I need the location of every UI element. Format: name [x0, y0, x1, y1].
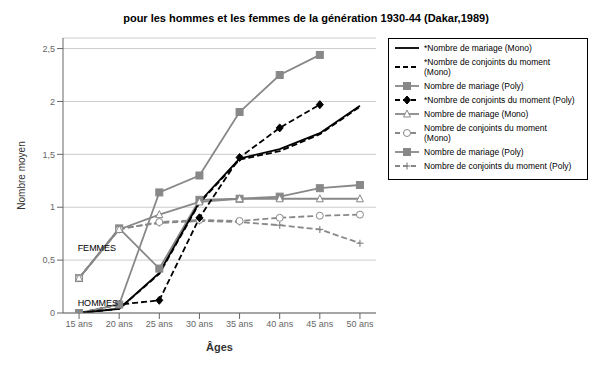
svg-text:40 ans: 40 ans	[266, 319, 294, 329]
svg-text:Âges: Âges	[206, 341, 233, 353]
svg-text:45 ans: 45 ans	[306, 319, 334, 329]
svg-text:HOMMES: HOMMES	[78, 298, 119, 308]
svg-text:0: 0	[50, 308, 55, 318]
svg-text:0,5: 0,5	[42, 255, 55, 265]
svg-text:1: 1	[50, 202, 55, 212]
svg-text:2: 2	[50, 97, 55, 107]
svg-text:Nombre moyen: Nombre moyen	[16, 141, 27, 209]
svg-text:35 ans: 35 ans	[226, 319, 254, 329]
svg-text:30 ans: 30 ans	[186, 319, 214, 329]
html-text:Nombre de conjoints du moment: Nombre de conjoints du moment (Poly)	[424, 161, 572, 171]
svg-text:20 ans: 20 ans	[106, 319, 134, 329]
html-text:*Nombre de mariage (Mono): *Nombre de mariage (Mono)	[424, 43, 532, 53]
html-text:Nombre de mariage (Mono): Nombre de mariage (Mono)	[424, 109, 529, 119]
svg-text:15 ans: 15 ans	[66, 319, 94, 329]
svg-text:50 ans: 50 ans	[346, 319, 374, 329]
html-text:pour les hommes et les femmes: pour les hommes et les femmes de la géné…	[123, 12, 489, 24]
html-text:Nombre de mariage (Poly): Nombre de mariage (Poly)	[424, 81, 524, 91]
html-text:*Nombre de conjoints du moment: *Nombre de conjoints du moment (Poly)	[424, 95, 575, 105]
svg-text:25 ans: 25 ans	[146, 319, 174, 329]
html-text:Nombre de mariage (Poly): Nombre de mariage (Poly)	[424, 147, 524, 157]
svg-text:2,5: 2,5	[42, 44, 55, 54]
svg-text:1,5: 1,5	[42, 150, 55, 160]
html-text:Nombre de conjoints du moment: Nombre de conjoints du moment (Mono)	[424, 123, 547, 143]
html-text:*Nombre de conjoints du moment: *Nombre de conjoints du moment (Mono)	[424, 57, 551, 77]
svg-text:FEMMES: FEMMES	[78, 243, 117, 253]
